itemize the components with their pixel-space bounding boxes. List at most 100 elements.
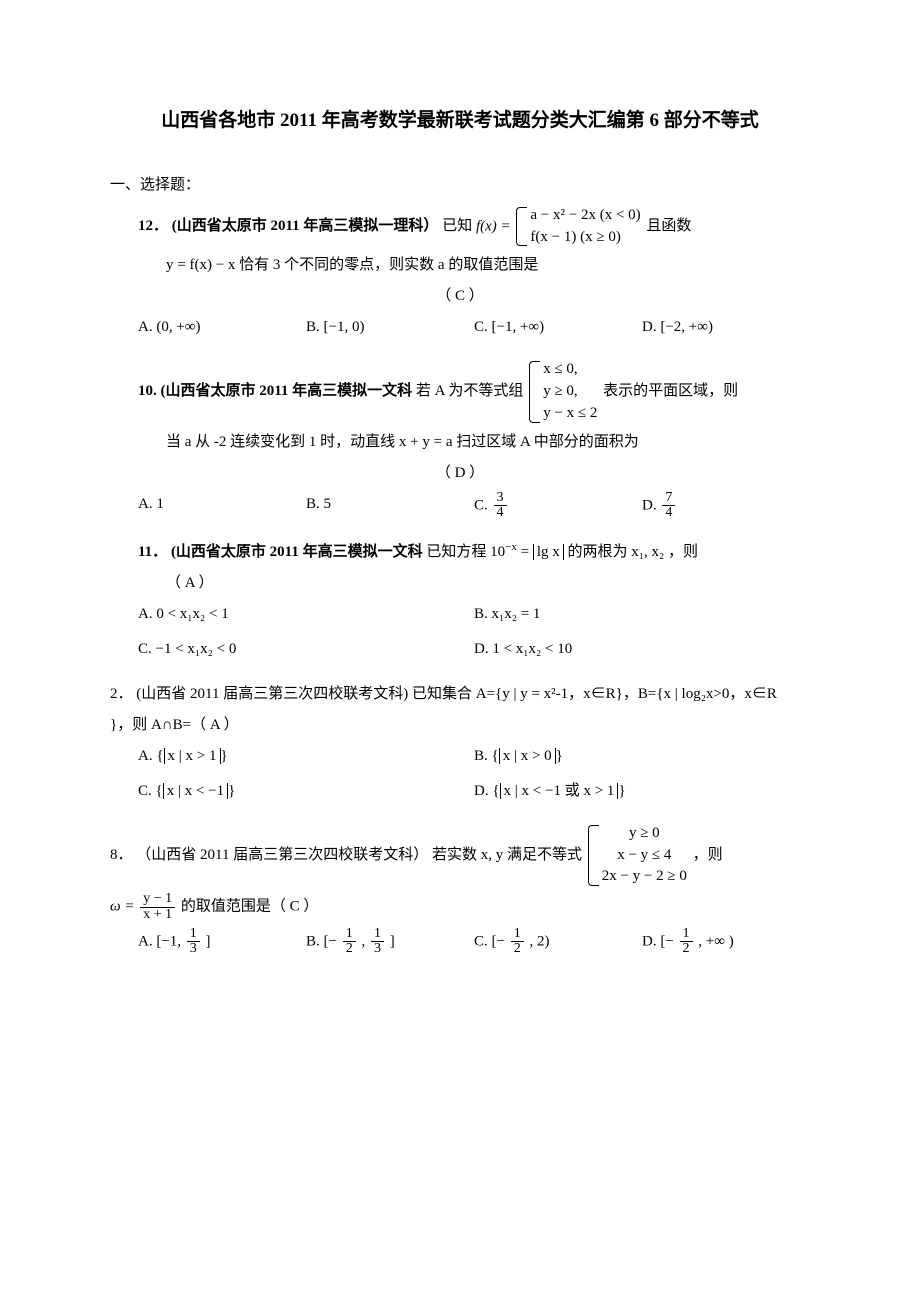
q10-optB: B. 5	[306, 491, 474, 521]
q10-answer: （ D ）	[110, 460, 810, 487]
question-2: 2． (山西省 2011 届高三第三次四校联考文科) 已知集合 A={y | y…	[110, 681, 810, 805]
q2-src: (山西省 2011 届高三第三次四校联考文科)	[136, 686, 408, 702]
q11-eq: =	[521, 544, 533, 560]
q11-optB: B. x₁x₂ = 1	[474, 601, 810, 628]
q2-options-row2: C. {x | x < −1} D. {x | x < −1 或 x > 1}	[138, 778, 810, 805]
q10-c2: y ≥ 0,	[543, 381, 597, 403]
q11-line1: 11． (山西省太原市 2011 年高三模拟一文科 已知方程 10−x = lg…	[110, 539, 810, 566]
q10-c3: y − x ≤ 2	[543, 403, 597, 425]
q12-optB: B. [−1, 0)	[306, 314, 474, 341]
q2-line2: }，则 A∩B=（ A ）	[110, 712, 810, 739]
q12-optC: C. [−1, +∞)	[474, 314, 642, 341]
q8-d-den: 2	[680, 942, 693, 957]
q8-c-end: , 2)	[529, 933, 549, 949]
q10-optA: A. 1	[138, 491, 306, 521]
q12-optA: A. (0, +∞)	[138, 314, 306, 341]
q8-pre: 若实数 x, y 满足不等式	[432, 847, 582, 863]
q8-omega-frac: y − 1 x + 1	[140, 892, 175, 922]
q12-optD: D. [−2, +∞)	[642, 314, 810, 341]
q10-d-num: 7	[662, 491, 675, 507]
q2-d-pre: D.	[474, 783, 492, 799]
q2-a-pre: A.	[138, 748, 156, 764]
q10-c-label: C.	[474, 497, 492, 513]
q11-optD: D. 1 < x₁x₂ < 10	[474, 636, 810, 663]
q8-c2: x − y ≤ 4	[602, 845, 687, 867]
q8-line1: 8． （山西省 2011 届高三第三次四校联考文科） 若实数 x, y 满足不等…	[110, 823, 810, 888]
q12-line2: y = f(x) − x 恰有 3 个不同的零点，则实数 a 的取值范围是	[110, 252, 810, 279]
q8-num: 8．	[110, 847, 133, 863]
q8-b-den1: 2	[343, 942, 356, 957]
q12-known: 已知	[442, 218, 472, 234]
q12-line1: 12． (山西省太原市 2011 年高三模拟一理科） 已知 f(x) = a −…	[110, 205, 810, 249]
q12-num: 12．	[138, 218, 168, 234]
q10-d-frac: 7 4	[662, 491, 675, 521]
question-10: 10. (山西省太原市 2011 年高三模拟一文科 若 A 为不等式组 x ≤ …	[110, 359, 810, 521]
q8-a-num: 1	[187, 927, 200, 943]
q8-c-label: C. [−	[474, 933, 505, 949]
question-11: 11． (山西省太原市 2011 年高三模拟一文科 已知方程 10−x = lg…	[110, 539, 810, 663]
q12-options: A. (0, +∞) B. [−1, 0) C. [−1, +∞) D. [−2…	[138, 314, 810, 341]
q8-src: （山西省 2011 届高三第三次四校联考文科）	[136, 847, 428, 863]
q2-d-set: x | x < −1 或 x > 1	[500, 783, 619, 800]
q12-case2: f(x − 1) (x ≥ 0)	[530, 227, 640, 249]
q12-cases: a − x² − 2x (x < 0) f(x − 1) (x ≥ 0)	[516, 205, 640, 249]
q8-b-num1: 1	[343, 927, 356, 943]
q10-c-frac: 3 4	[494, 491, 507, 521]
q10-cases: x ≤ 0, y ≥ 0, y − x ≤ 2	[529, 359, 597, 424]
q8-omega: ω =	[110, 899, 134, 915]
q8-b-end: ]	[390, 933, 395, 949]
q8-optC: C. [− 12 , 2)	[474, 927, 642, 957]
q10-src: (山西省太原市 2011 年高三模拟一文科	[161, 383, 413, 399]
q11-optA: A. 0 < x₁x₂ < 1	[138, 601, 474, 628]
q8-line2: ω = y − 1 x + 1 的取值范围是（ C ）	[110, 892, 810, 922]
q8-d-label: D. [−	[642, 933, 674, 949]
q2-options-row1: A. {x | x > 1} B. {x | x > 0}	[138, 743, 810, 770]
q10-d-label: D.	[642, 497, 660, 513]
q11-optC: C. −1 < x₁x₂ < 0	[138, 636, 474, 663]
q8-b-mid: ,	[361, 933, 369, 949]
q12-case1: a − x² − 2x (x < 0)	[530, 205, 640, 227]
question-12: 12． (山西省太原市 2011 年高三模拟一理科） 已知 f(x) = a −…	[110, 205, 810, 342]
q2-body1: 已知集合 A={y | y = x²-1，x∈R}，B={x | log₂x>0…	[412, 686, 777, 702]
q12-src: (山西省太原市 2011 年高三模拟一理科）	[172, 218, 439, 234]
q8-d-end: , +∞ )	[698, 933, 733, 949]
q2-b-pre: B.	[474, 748, 492, 764]
q8-b-num2: 1	[371, 927, 384, 943]
q10-num: 10.	[138, 383, 157, 399]
q8-d-num: 1	[680, 927, 693, 943]
q2-optB: B. {x | x > 0}	[474, 743, 810, 770]
q11-abs: lg x	[533, 544, 564, 561]
q2-a-set: x | x > 1	[164, 748, 221, 765]
q8-c-num: 1	[511, 927, 524, 943]
q2-c-set: x | x < −1	[163, 783, 228, 800]
q8-c3: 2x − y − 2 ≥ 0	[602, 866, 687, 888]
q8-b-den2: 3	[371, 942, 384, 957]
q12-and: 且函数	[646, 218, 691, 234]
q11-pre: 已知方程 10	[426, 544, 505, 560]
q12-fx: f(x) =	[476, 218, 511, 234]
q11-exp: −x	[505, 541, 517, 553]
q8-c-den: 2	[511, 942, 524, 957]
q2-line1: 2． (山西省 2011 届高三第三次四校联考文科) 已知集合 A={y | y…	[110, 681, 810, 708]
q2-num: 2．	[110, 686, 133, 702]
q2-optD: D. {x | x < −1 或 x > 1}	[474, 778, 810, 805]
q11-answer: （ A ）	[110, 570, 810, 597]
q11-options-row1: A. 0 < x₁x₂ < 1 B. x₁x₂ = 1	[138, 601, 810, 628]
q2-c-pre: C.	[138, 783, 156, 799]
q10-line1: 10. (山西省太原市 2011 年高三模拟一文科 若 A 为不等式组 x ≤ …	[110, 359, 810, 424]
q10-c-num: 3	[494, 491, 507, 507]
q8-a-den: 3	[187, 942, 200, 957]
q2-optC: C. {x | x < −1}	[138, 778, 474, 805]
q8-tail: 的取值范围是（ C ）	[181, 899, 319, 915]
q2-optA: A. {x | x > 1}	[138, 743, 474, 770]
q8-c1: y ≥ 0	[602, 823, 687, 845]
q8-post: ，则	[693, 847, 723, 863]
q8-frac-num: y − 1	[140, 892, 175, 908]
q12-answer: （ C ）	[110, 283, 810, 310]
q8-optB: B. [− 12 , 13 ]	[306, 927, 474, 957]
q11-num: 11．	[138, 544, 167, 560]
q10-line2: 当 a 从 -2 连续变化到 1 时，动直线 x + y = a 扫过区域 A …	[110, 429, 810, 456]
q8-cases: y ≥ 0 x − y ≤ 4 2x − y − 2 ≥ 0	[588, 823, 687, 888]
section-heading: 一、选择题：	[110, 172, 810, 199]
q2-b-set: x | x > 0	[499, 748, 556, 765]
